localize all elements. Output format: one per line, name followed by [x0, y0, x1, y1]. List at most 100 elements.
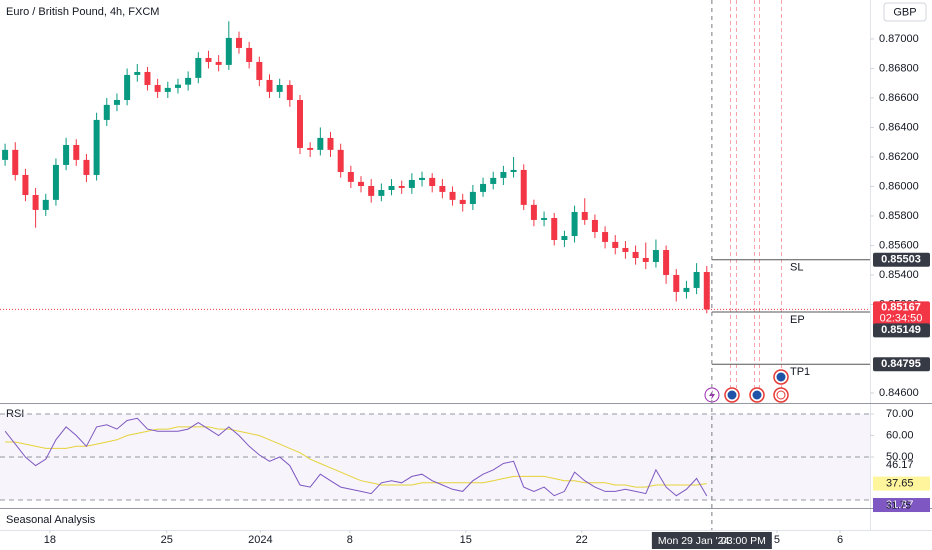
- rsi-ma-line: [5, 426, 707, 488]
- candle-body: [73, 145, 80, 160]
- candle-body: [490, 177, 497, 184]
- candle-body: [398, 186, 405, 188]
- candle-body: [541, 218, 548, 220]
- level-name: SL: [790, 262, 803, 274]
- candle-body: [93, 119, 100, 175]
- candle-body: [480, 183, 487, 192]
- candle-body: [683, 287, 690, 292]
- candle-body: [42, 199, 49, 210]
- current-price-label: 0.85167: [881, 302, 921, 314]
- candle-body: [612, 241, 619, 248]
- candle-body: [703, 272, 710, 310]
- rsi-y-tick-label: 60.00: [886, 429, 914, 441]
- footer-label[interactable]: Seasonal Analysis: [6, 514, 96, 526]
- candle-body: [591, 219, 598, 233]
- candle-body: [32, 195, 39, 210]
- x-tick-label: 5: [774, 534, 780, 546]
- candle-body: [439, 186, 446, 192]
- candle-body: [113, 100, 120, 105]
- rsi-value-box: [873, 498, 930, 513]
- candle-body: [693, 272, 700, 288]
- candle-body: [520, 169, 527, 205]
- x-tick-label: 18: [44, 534, 56, 546]
- candle-body: [347, 171, 354, 182]
- candle-body: [144, 71, 151, 85]
- candle-body: [22, 174, 29, 196]
- level-name: EP: [790, 314, 805, 326]
- y-tick-label: 0.86400: [879, 121, 919, 133]
- candle-body: [388, 186, 395, 190]
- candle-body: [561, 236, 568, 241]
- x-tick-label: 8: [347, 534, 353, 546]
- level-price-box: [873, 357, 930, 372]
- candle-body: [307, 147, 314, 150]
- candle-body: [297, 100, 303, 148]
- x-tick-label: 2024: [248, 534, 272, 546]
- rsi-title: RSI: [6, 408, 24, 420]
- x-tick-label: 22: [576, 534, 588, 546]
- currency-button[interactable]: [883, 2, 927, 22]
- candle-body: [530, 204, 537, 220]
- candle-body: [419, 177, 426, 180]
- candle-body: [317, 137, 324, 150]
- candle-body: [581, 211, 588, 220]
- candle-body: [225, 37, 232, 65]
- candle-body: [83, 159, 90, 175]
- candle-body: [673, 274, 680, 292]
- currency-label[interactable]: GBP: [893, 6, 916, 18]
- candle-body: [63, 145, 70, 165]
- candle-body: [500, 171, 507, 178]
- rsi-line: [4, 417, 708, 497]
- candle-body: [103, 104, 110, 120]
- x-tick-label: 6: [837, 534, 843, 546]
- rsi-lower-label: 31.75: [886, 501, 911, 512]
- y-tick-label: 0.84600: [879, 387, 919, 399]
- candle-body: [256, 61, 263, 80]
- x-tick-label: 25: [161, 534, 173, 546]
- crosshair-label-box: [651, 532, 772, 549]
- candle-body: [327, 137, 334, 150]
- candle-body: [602, 232, 609, 242]
- event-icons[interactable]: [704, 369, 789, 403]
- y-tick-label: 0.86000: [879, 180, 919, 192]
- chart-title: Euro / British Pound, 4h, FXCM: [6, 6, 159, 18]
- rsi-crosshair-label: 46.17: [886, 459, 914, 471]
- countdown-label: 02:34:50: [880, 313, 923, 325]
- candle-body: [571, 211, 578, 237]
- y-tick-label: 0.85800: [879, 210, 919, 222]
- candle-body: [52, 164, 59, 200]
- candle-body: [246, 47, 253, 62]
- crosshair-date: Mon 29 Jan '24: [658, 535, 730, 547]
- rsi-ma-value-label: 37.65: [886, 477, 914, 489]
- candle-body: [215, 61, 222, 65]
- level-price-label: 0.84795: [881, 358, 921, 370]
- candle-body: [154, 84, 161, 92]
- candle-body: [642, 257, 649, 262]
- x-tick-label: 15: [460, 534, 472, 546]
- crosshair-time: 03:00 PM: [721, 535, 766, 547]
- candle-body: [622, 247, 629, 252]
- candle-body: [2, 149, 9, 160]
- candle-body: [551, 218, 558, 241]
- candle-body: [368, 186, 375, 196]
- candle-body: [469, 191, 476, 205]
- event-icon[interactable]: [773, 387, 789, 403]
- candle-body: [266, 79, 273, 92]
- candle-body: [12, 149, 19, 175]
- y-tick-label: 0.86200: [879, 151, 919, 163]
- candle-body: [185, 77, 192, 85]
- candle-body: [134, 71, 141, 75]
- candle-body: [124, 74, 131, 101]
- candle-body: [164, 87, 171, 92]
- rsi-ma-value-box: [873, 476, 930, 491]
- event-icon-core: [752, 390, 762, 400]
- candle-body: [510, 169, 517, 172]
- event-icon-core: [776, 390, 786, 400]
- candle-body: [358, 181, 365, 187]
- y-tick-label: 0.86800: [879, 62, 919, 74]
- candle-body: [429, 177, 436, 187]
- rsi-y-tick-label: 50.00: [886, 451, 914, 463]
- candle-body: [235, 37, 242, 48]
- candle-body: [459, 199, 466, 205]
